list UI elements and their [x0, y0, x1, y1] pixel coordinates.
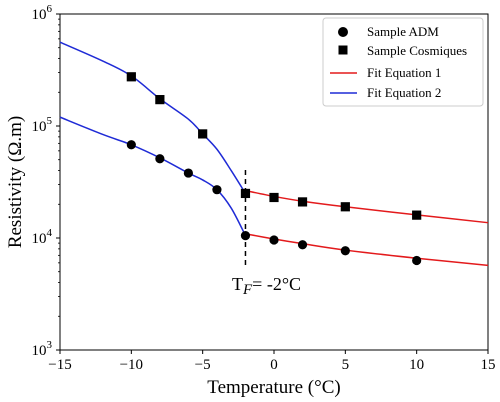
tf-sub: F — [242, 282, 253, 298]
data-point-sample-cosmiques-3 — [198, 129, 208, 139]
freezing-temperature-label: TF= -2°C — [232, 274, 301, 298]
data-point-sample-adm-7 — [297, 240, 308, 250]
data-point-sample-cosmiques-1 — [126, 72, 136, 82]
y-tick-label-3: 105 — [32, 115, 53, 135]
axis-ticks: −15 −10 −5 0 5 10 15 103 104 105 106 — [32, 3, 496, 373]
legend-marker-sample-cosmiques — [338, 45, 348, 55]
data-point-sample-adm-9 — [412, 255, 422, 266]
fit-equation-1-curve-1 — [245, 189, 489, 224]
legend-label-sample-adm: Sample ADM — [367, 24, 439, 39]
data-point-sample-adm-6 — [269, 235, 279, 245]
data-point-sample-adm-2 — [155, 154, 165, 164]
data-point-sample-cosmiques-6 — [297, 197, 308, 207]
y-tick-label-4: 106 — [32, 3, 53, 23]
data-point-sample-cosmiques-8 — [412, 210, 422, 220]
data-point-sample-cosmiques-7 — [340, 202, 350, 212]
x-tick-label-5: 5 — [342, 357, 350, 373]
data-point-sample-adm-8 — [340, 246, 350, 256]
legend-label-sample-cosmiques: Sample Cosmiques — [367, 43, 467, 58]
legend: Sample ADM Sample Cosmiques Fit Equation… — [322, 17, 484, 107]
data-point-sample-cosmiques-5 — [269, 192, 279, 203]
data-point-sample-adm-3 — [183, 168, 193, 178]
fit-equation-1-curve-2 — [245, 233, 489, 267]
data-point-sample-adm-1 — [126, 140, 136, 150]
x-tick-label-4: 0 — [270, 357, 278, 373]
x-tick-label-7: 15 — [481, 357, 496, 373]
tf-main: T — [232, 274, 243, 294]
x-tick-label-1: −15 — [48, 357, 71, 373]
fit-equation-2-curve-1 — [59, 41, 247, 194]
data-points — [126, 72, 422, 266]
legend-label-fit-equation-1: Fit Equation 1 — [367, 65, 441, 80]
x-tick-label-6: 10 — [409, 357, 424, 373]
y-tick-label-1: 103 — [32, 339, 53, 359]
legend-box — [322, 17, 484, 107]
y-axis-label: Resistivity (Ω.m) — [5, 116, 26, 248]
data-point-sample-cosmiques-4 — [240, 188, 251, 199]
tf-rest: = -2°C — [252, 274, 301, 294]
data-point-sample-cosmiques-2 — [155, 95, 165, 105]
data-point-sample-adm-4 — [212, 185, 222, 195]
x-axis-label: Temperature (°C) — [207, 377, 340, 398]
x-tick-label-2: −10 — [120, 357, 143, 373]
y-tick-label-2: 104 — [32, 227, 53, 247]
x-tick-label-3: −5 — [195, 357, 211, 373]
fit-equation-2-curve-2 — [59, 116, 247, 236]
legend-label-fit-equation-2: Fit Equation 2 — [367, 85, 441, 100]
legend-marker-sample-adm — [338, 27, 348, 37]
